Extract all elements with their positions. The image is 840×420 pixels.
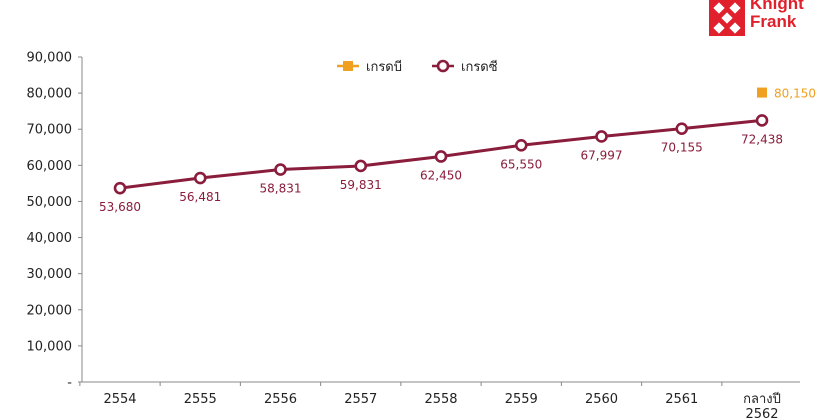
data-point (595, 130, 608, 143)
x-axis-ticks: 2554 2555 2556 2557 2558 2559 2560 2561 กลางปี 25… (79, 382, 781, 420)
x-tick-label: กลางปี 2562 (743, 391, 781, 420)
data-label: 53,680 (99, 200, 141, 214)
logo-mark-icon (709, 0, 745, 36)
knight-frank-logo (707, 0, 840, 40)
x-tick-label-line: 2560 (585, 392, 618, 407)
data-point (675, 122, 689, 135)
x-tick-label: 2555 (184, 392, 217, 407)
x-tick-label-line: 2559 (505, 392, 538, 407)
y-tick-label: - (67, 376, 72, 391)
x-tick-label: 2559 (505, 392, 538, 407)
data-point (113, 181, 127, 195)
data-label: 65,550 (500, 157, 542, 171)
x-tick-label-line: 2557 (344, 392, 377, 407)
legend-marker-circle (436, 59, 450, 73)
data-point (434, 150, 448, 163)
x-tick-label: 2554 (103, 392, 136, 407)
x-tick-label-line: 2554 (103, 392, 136, 407)
legend-label: เกรดบี (366, 59, 402, 75)
legend-marker-square (343, 61, 353, 71)
y-tick-label: 30,000 (27, 267, 73, 282)
logo-text: Knight Frank (750, 0, 804, 31)
y-tick-label: 10,000 (27, 339, 73, 354)
y-tick-label: 80,000 (27, 87, 73, 102)
x-tick-label: 2560 (585, 392, 618, 407)
data-label: 67,997 (581, 148, 623, 162)
legend: เกรดบี เกรดซี (337, 59, 498, 75)
data-label: 59,831 (340, 178, 382, 192)
y-tick-label: 90,000 (27, 51, 73, 66)
logo-line-1: Knight (750, 0, 804, 13)
data-point (274, 163, 287, 176)
x-tick-label: 2556 (264, 392, 297, 407)
data-point (757, 87, 767, 98)
y-axis-ticks: - 10,000 20,000 30,000 40,000 50,000 60,000 70,… (27, 51, 82, 391)
x-tick-label-line: กลางปี (743, 391, 781, 407)
data-point (354, 159, 368, 173)
legend-label: เกรดซี (461, 59, 498, 75)
data-point (514, 138, 528, 152)
x-tick-label-line: 2558 (424, 392, 457, 407)
x-tick-label-line: 2556 (264, 392, 297, 407)
x-tick-label-line: 2561 (665, 392, 698, 407)
data-label: 62,450 (420, 168, 462, 182)
x-tick-label-line: 2555 (184, 392, 217, 407)
data-label: 72,438 (741, 132, 783, 146)
axes (81, 57, 800, 383)
series-group: 80,150 53,680 56,481 58,831 59,831 62,450 65,5… (99, 87, 816, 215)
data-point (755, 114, 769, 127)
y-tick-label: 20,000 (27, 303, 73, 318)
x-tick-label-line: 2562 (745, 407, 778, 420)
data-point (193, 171, 207, 185)
y-tick-label: 50,000 (27, 195, 73, 210)
y-tick-label: 70,000 (27, 123, 73, 138)
data-label: 80,150 (774, 87, 816, 101)
y-tick-label: 40,000 (27, 231, 73, 246)
x-tick-label: 2557 (344, 392, 377, 407)
data-label: 70,155 (661, 141, 703, 155)
x-tick-label: 2561 (665, 392, 698, 407)
data-label: 58,831 (260, 182, 302, 196)
x-tick-label: 2558 (424, 392, 457, 407)
y-tick-label: 60,000 (27, 159, 73, 174)
data-label: 56,481 (179, 190, 221, 204)
logo-line-2: Frank (750, 12, 797, 31)
